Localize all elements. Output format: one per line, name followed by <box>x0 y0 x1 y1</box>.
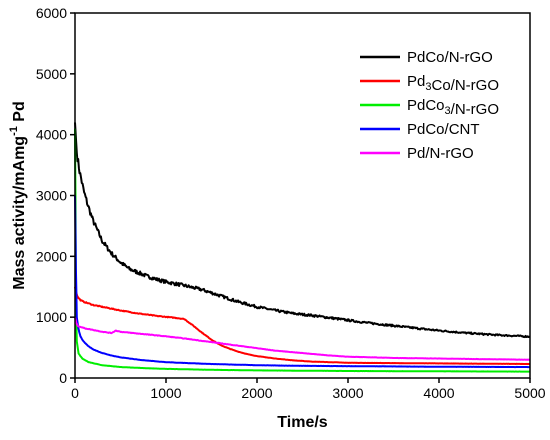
legend-label-2: PdCo3/N-rGO <box>407 97 499 118</box>
x-axis: 0 1000 2000 3000 4000 5000 <box>71 378 546 401</box>
series-line-2 <box>74 128 531 373</box>
x-tick-label: 1000 <box>150 385 181 401</box>
y-axis-title-main: Mass activity/mAmg <box>11 136 28 290</box>
series-line-3 <box>74 195 531 369</box>
y-axis-title-tail: Pd <box>11 101 28 126</box>
y-tick-label: 3000 <box>36 188 67 204</box>
y-axis-title-sup: -1 <box>8 126 20 136</box>
legend-label-4: Pd/N-rGO <box>407 145 474 162</box>
x-tick-label: 3000 <box>332 385 363 401</box>
y-tick-label: 0 <box>59 370 67 386</box>
y-tick-label: 5000 <box>36 66 67 82</box>
x-tick-label: 4000 <box>423 385 454 401</box>
legend: PdCo/N-rGO Pd3Co/N-rGO PdCo3/N-rGO PdCo/CNT… <box>360 49 499 162</box>
legend-label-0: PdCo/N-rGO <box>407 49 493 66</box>
x-tick-label: 0 <box>71 385 79 401</box>
series-line-4 <box>74 316 531 361</box>
plot-frame <box>74 12 531 379</box>
series-line-1 <box>74 286 531 366</box>
series-line-0 <box>74 122 531 339</box>
x-axis-title: Time/s <box>277 414 328 431</box>
x-tick-label: 2000 <box>241 385 272 401</box>
y-tick-label: 1000 <box>36 309 67 325</box>
series-layer <box>74 122 531 373</box>
y-tick-label: 6000 <box>36 5 67 21</box>
legend-label-1: Pd3Co/N-rGO <box>407 73 499 94</box>
y-axis-title: Mass activity/mAmg-1 Pd <box>8 101 28 290</box>
y-tick-label: 4000 <box>36 127 67 143</box>
y-axis: 0 1000 2000 3000 4000 5000 6000 <box>36 5 75 386</box>
x-tick-label: 5000 <box>514 385 545 401</box>
legend-label-3: PdCo/CNT <box>407 121 480 138</box>
y-tick-label: 2000 <box>36 248 67 264</box>
